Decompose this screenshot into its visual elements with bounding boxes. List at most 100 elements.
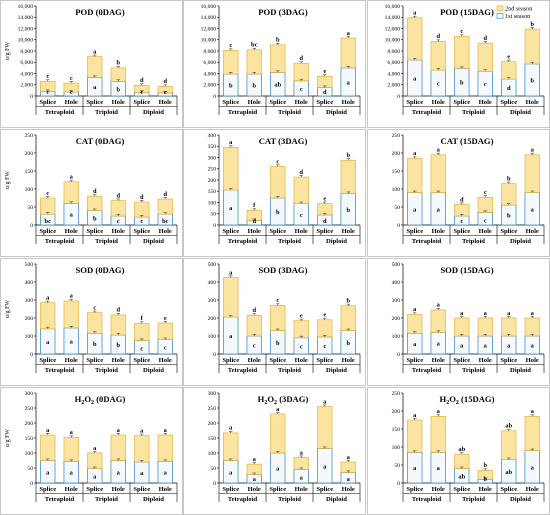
y-tick-label: 0 — [30, 223, 33, 229]
x-tick-label: Splice — [133, 228, 150, 235]
chart-title: CAT (0DAG) — [76, 136, 125, 146]
bar-2nd-season — [407, 17, 423, 61]
chart-title: POD (3DAG) — [258, 7, 308, 17]
x-tick-label: Hole — [112, 99, 125, 106]
y-tick-label: 50 — [394, 463, 400, 469]
y-tick-label: 100 — [25, 451, 34, 457]
letter-1st-season: d — [323, 218, 327, 225]
letter-2nd-season: a — [70, 293, 74, 300]
x-tick-label: Hole — [112, 228, 125, 235]
x-tick-label: Hole — [432, 357, 445, 364]
letter-1st-season: a — [46, 469, 50, 476]
bar-2nd-season — [524, 28, 540, 65]
x-tick-label: Splice — [453, 228, 470, 235]
y-tick-label: 16,000 — [385, 4, 401, 10]
y-axis-label: u/g FW — [5, 171, 11, 190]
x-tick-label: Hole — [248, 99, 261, 106]
bar-2nd-season — [270, 305, 286, 331]
group-label: Triploid — [462, 496, 485, 503]
letter-1st-season: c — [484, 81, 487, 88]
bar-2nd-season — [340, 37, 356, 69]
letter-1st-season: b — [252, 83, 256, 90]
bar-2nd-season — [340, 159, 356, 194]
bar-2nd-season — [110, 67, 126, 82]
y-tick-label: 150 — [392, 427, 401, 433]
x-tick-label: Splice — [453, 486, 470, 493]
letter-2nd-season: a — [117, 427, 121, 434]
x-tick-label: Hole — [342, 486, 355, 493]
bar-2nd-season — [87, 195, 103, 211]
letter-1st-season: b — [229, 83, 233, 90]
group-label: Diploid — [326, 238, 347, 245]
y-tick-label: 0 — [213, 481, 216, 487]
x-tick-label: Splice — [500, 99, 517, 106]
letter-2nd-season: a — [70, 174, 74, 181]
group-label: Triploid — [278, 238, 301, 245]
x-tick-label: Hole — [479, 486, 492, 493]
x-tick-label: Splice — [222, 99, 239, 106]
chart-panel-5: 0 50 100 150 200 250 300 350 400 CAT (3DAG) a a Spli… — [183, 129, 366, 257]
y-tick-label: 0 — [397, 223, 400, 229]
bar-2nd-season — [430, 41, 446, 71]
y-tick-label: 10,000 — [385, 38, 401, 44]
letter-1st-season: b — [93, 216, 97, 223]
letter-1st-season: a — [460, 343, 464, 350]
chart-title: H2O2 (0DAG) — [75, 394, 126, 406]
chart-panel-1: 0 2,000 4,000 6,000 8,000 10,000 12,000 14,000 1… — [0, 0, 183, 128]
letter-1st-season: a — [229, 469, 233, 476]
x-tick-label: Splice — [500, 486, 517, 493]
letter-1st-season: b — [483, 476, 487, 483]
letter-2nd-season: d — [140, 77, 144, 84]
y-axis-label: u/g FW — [5, 300, 11, 319]
y-tick-label: 0 — [397, 352, 400, 358]
letter-2nd-season: d — [436, 33, 440, 40]
letter-2nd-season: a — [437, 302, 441, 309]
letter-2nd-season: a — [70, 429, 74, 436]
letter-2nd-season: b — [346, 152, 350, 159]
letter-2nd-season: d — [252, 307, 256, 314]
letter-2nd-season: c — [484, 189, 487, 196]
group-label: Triploid — [462, 367, 485, 374]
bar-2nd-season — [317, 319, 333, 338]
letter-1st-season: a — [437, 341, 441, 348]
y-tick-label: 250 — [208, 167, 217, 173]
x-tick-label: Splice — [316, 99, 333, 106]
x-tick-label: Hole — [65, 99, 78, 106]
x-tick-label: Hole — [65, 357, 78, 364]
letter-1st-season: c — [117, 218, 120, 225]
bar-2nd-season — [134, 323, 150, 341]
x-tick-label: Hole — [65, 228, 78, 235]
x-tick-label: Hole — [342, 228, 355, 235]
letter-2nd-season: e — [164, 315, 167, 322]
letter-1st-season: c — [46, 89, 49, 96]
letter-2nd-season: b — [346, 298, 350, 305]
x-tick-label: Hole — [159, 486, 172, 493]
y-tick-label: 10,000 — [201, 38, 217, 44]
letter-1st-season: a — [347, 476, 351, 483]
letter-1st-season: a — [70, 338, 74, 345]
bar-2nd-season — [63, 437, 79, 462]
y-axis-label: u/g FW — [5, 429, 11, 448]
chart-panel-3: 0 2,000 4,000 6,000 8,000 10,000 12,000 14,000 1… — [367, 0, 550, 128]
bar-2nd-season — [477, 317, 493, 337]
letter-2nd-season: a — [300, 449, 304, 456]
x-tick-label: Splice — [39, 357, 56, 364]
letter-2nd-season: a — [93, 48, 97, 55]
letter-1st-season: d — [323, 89, 327, 96]
letter-1st-season: b — [346, 340, 350, 347]
y-tick-label: 16,000 — [18, 4, 34, 10]
letter-2nd-season: b — [530, 21, 534, 28]
y-tick-label: 14,000 — [385, 15, 401, 21]
letter-1st-season: a — [164, 470, 168, 477]
y-tick-label: 300 — [25, 391, 34, 397]
y-tick-label: 14,000 — [201, 15, 217, 21]
x-tick-label: Hole — [432, 486, 445, 493]
letter-1st-season: a — [93, 84, 97, 91]
y-tick-label: 16,000 — [201, 4, 217, 10]
letter-2nd-season: b — [507, 175, 511, 182]
legend-label-1st-season: 1st season — [505, 13, 530, 20]
letter-2nd-season: b — [483, 462, 487, 469]
letter-2nd-season: d — [460, 196, 464, 203]
letter-1st-season: c — [164, 345, 167, 352]
